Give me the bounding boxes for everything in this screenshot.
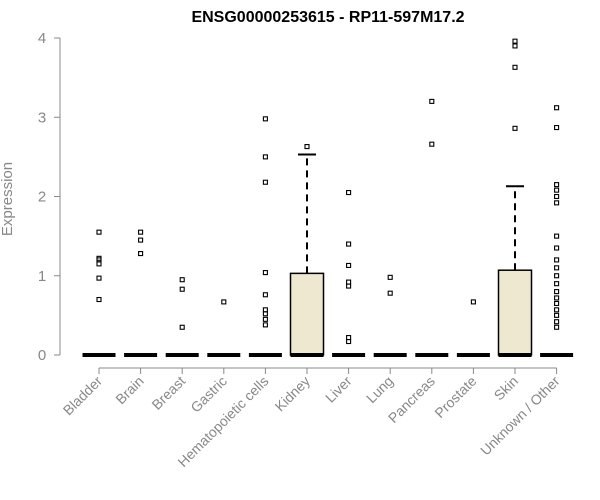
outlier-point	[429, 98, 435, 104]
outlier-point	[554, 307, 560, 313]
outlier-point	[346, 335, 352, 341]
y-axis-label: Expression	[0, 162, 16, 236]
outlier-point	[554, 233, 560, 239]
outlier-point	[554, 273, 560, 279]
box-group	[415, 98, 449, 357]
outlier-point	[262, 322, 268, 328]
y-axis: 0 1 2 3 4	[38, 30, 61, 364]
outlier-point	[554, 300, 560, 307]
outlier-point	[387, 290, 393, 296]
outlier-point	[138, 237, 144, 243]
chart-title: ENSG00000253615 - RP11-597M17.2	[191, 9, 464, 26]
box-series	[82, 38, 574, 357]
outlier-point	[554, 319, 560, 325]
x-tick-label: Unknown / Other	[477, 373, 563, 459]
outlier-point	[221, 299, 227, 305]
outlier-point	[304, 144, 310, 150]
box-rect	[497, 269, 533, 356]
box-rect	[289, 272, 325, 356]
outlier-point	[512, 43, 518, 49]
outlier-point	[554, 295, 560, 301]
outlier-point	[554, 193, 560, 200]
outlier-point	[554, 245, 560, 251]
x-tick-label: Prostate	[431, 373, 479, 421]
outlier-point	[262, 307, 268, 313]
box-group	[82, 229, 116, 357]
box-group	[497, 38, 533, 357]
outlier-point	[512, 38, 518, 44]
y-tick-label: 1	[38, 268, 46, 285]
outlier-point	[346, 338, 352, 345]
outlier-point	[346, 262, 352, 268]
outlier-point	[346, 241, 352, 247]
box-group	[248, 116, 282, 357]
x-tick-label: Kidney	[272, 373, 314, 415]
x-tick-label: Bladder	[60, 373, 106, 419]
outlier-point	[554, 125, 560, 131]
outlier-point	[470, 299, 476, 305]
box-group	[124, 229, 158, 357]
outlier-point	[138, 229, 144, 235]
outlier-point	[512, 64, 518, 70]
outlier-point	[96, 229, 102, 235]
x-tick-label: Breast	[148, 373, 188, 413]
outlier-point	[262, 270, 268, 276]
x-tick-label: Brain	[112, 373, 146, 407]
outlier-point	[96, 255, 102, 261]
box-group	[165, 277, 199, 357]
box-group	[207, 299, 241, 357]
outlier-point	[96, 296, 102, 303]
outlier-point	[554, 265, 560, 271]
outlier-point	[179, 286, 185, 292]
y-tick-label: 4	[38, 30, 46, 47]
outlier-point	[262, 316, 268, 322]
outlier-point	[138, 251, 144, 257]
outlier-point	[262, 154, 268, 160]
outlier-point	[262, 116, 268, 122]
outlier-point	[554, 312, 560, 318]
outlier-point	[554, 257, 560, 263]
box-group	[289, 144, 325, 357]
outlier-point	[429, 141, 435, 147]
outlier-point	[554, 281, 560, 287]
outlier-point	[96, 261, 102, 267]
outlier-point	[262, 179, 268, 185]
outlier-point	[346, 279, 352, 285]
outlier-point	[554, 182, 560, 188]
outlier-point	[96, 275, 102, 281]
outlier-point	[179, 324, 185, 330]
outlier-point	[554, 105, 560, 111]
box-group	[456, 299, 490, 357]
x-tick-label: Skin	[491, 373, 522, 404]
y-tick-label: 0	[38, 347, 46, 364]
box-group	[540, 105, 574, 357]
outlier-point	[262, 292, 268, 298]
x-tick-label: Liver	[322, 373, 355, 406]
box-group	[332, 189, 366, 357]
outlier-point	[512, 125, 518, 131]
y-tick-label: 2	[38, 189, 46, 206]
y-tick-label: 3	[38, 109, 46, 126]
outlier-point	[387, 274, 393, 280]
outlier-point	[554, 289, 560, 295]
outlier-point	[554, 324, 560, 330]
outlier-point	[346, 283, 352, 289]
x-tick-label: Lung	[363, 373, 396, 406]
outlier-point	[554, 187, 560, 193]
outlier-point	[554, 200, 560, 206]
outlier-point	[179, 277, 185, 283]
outlier-point	[262, 311, 268, 317]
outlier-point	[346, 189, 352, 196]
box-group	[373, 274, 407, 357]
